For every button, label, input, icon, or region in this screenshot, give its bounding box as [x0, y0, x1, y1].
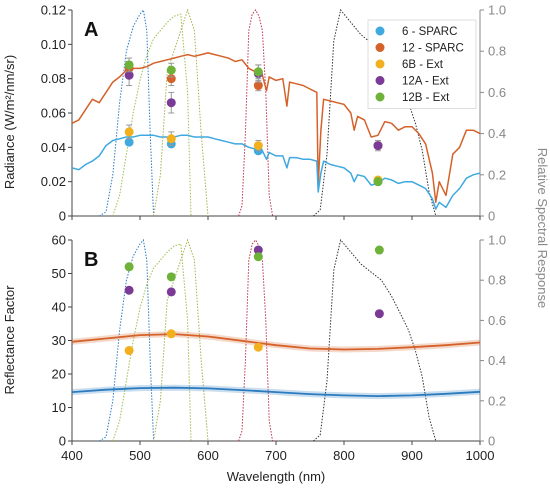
y-tick-label-a: 0.04: [41, 140, 66, 155]
x-tick-label: 400: [61, 448, 83, 463]
y2-tick-label-a: 0.6: [488, 85, 506, 100]
y2-tick-label-a: 0.2: [488, 167, 506, 182]
x-tick-label: 1000: [466, 448, 495, 463]
y-tick-label-b: 0: [59, 434, 66, 449]
legend-marker: [375, 59, 385, 69]
spectral-response-a-1: [112, 13, 192, 217]
x-axis-label: Wavelength (nm): [227, 469, 326, 484]
y2-tick-label-b: 0.2: [488, 393, 506, 408]
spectral-response-b-0: [98, 238, 155, 442]
legend-label: 6B - Ext: [402, 59, 444, 71]
spectral-response-b-2: [153, 238, 209, 442]
panel-a-y-axis-label: Radiance (W/m²/nm/sr): [2, 55, 17, 189]
y-tick-label-b: 30: [52, 333, 66, 348]
legend-label: 12 - SPARC: [402, 43, 464, 55]
data-point: [124, 60, 134, 70]
data-point: [166, 134, 176, 144]
series-line-b-0: [71, 333, 481, 351]
panel-a: A 0 0.02 0.04 0.06 0.08 0.10 0.12 0 0.2 0.4 0.6 0.8 1…: [41, 3, 506, 224]
y-tick-label-a: 0.06: [41, 106, 66, 121]
y-tick-label-b: 10: [52, 400, 66, 415]
data-point: [124, 70, 134, 80]
data-point: [253, 81, 263, 91]
legend-label: 6 - SPARC: [402, 26, 457, 38]
spectral-response-b-4: [313, 238, 437, 442]
y-tick-label-a: 0.08: [41, 71, 66, 86]
y-tick-label-a: 0.12: [41, 3, 66, 18]
legend-label: 12B - Ext: [402, 92, 450, 104]
data-point: [166, 272, 176, 282]
data-point: [166, 74, 176, 84]
data-point: [124, 346, 134, 356]
panel-letter-b: B: [84, 249, 98, 271]
data-point: [124, 137, 134, 147]
x-tick-label: 700: [265, 448, 287, 463]
y2-tick-label-b: 0.6: [488, 313, 506, 328]
legend-marker: [375, 43, 385, 52]
y2-tick-label-b: 0.4: [488, 353, 506, 368]
spectral-response-b-3: [238, 239, 274, 442]
data-point: [253, 67, 263, 77]
series-line-a-1: [71, 134, 481, 210]
legend-marker: [375, 26, 385, 36]
x-tick-label: 500: [129, 448, 151, 463]
data-point: [374, 309, 384, 319]
y-tick-label-b: 20: [52, 367, 66, 382]
spectral-response-a-3: [238, 9, 274, 217]
data-point: [124, 127, 134, 137]
y2-tick-label-a: 0.8: [488, 44, 506, 59]
data-point: [253, 141, 263, 151]
panel-letter-a: A: [84, 19, 98, 41]
data-point: [253, 342, 263, 352]
y2-tick-label-b: 1.0: [488, 233, 506, 248]
legend-label: 12A - Ext: [402, 76, 449, 88]
x-tick-label: 600: [197, 448, 219, 463]
spectral-response-a-0: [98, 8, 155, 217]
legend-marker: [375, 92, 385, 102]
data-point: [166, 65, 176, 75]
data-point: [124, 262, 134, 272]
panel-b-y-axis-label: Reflectance Factor: [2, 285, 17, 395]
legend-marker: [375, 76, 385, 85]
data-point: [124, 285, 134, 295]
y-tick-label-b: 60: [52, 233, 66, 248]
data-point: [373, 141, 383, 151]
legend-box: [367, 19, 477, 109]
data-point: [166, 287, 176, 297]
x-tick-label: 900: [401, 448, 423, 463]
y2-tick-label-a: 1.0: [488, 3, 506, 18]
data-point: [253, 252, 263, 262]
series-line-b-1: [71, 386, 481, 398]
y2-tick-label-a: 0: [488, 209, 495, 224]
spectral-response-a-2: [153, 8, 209, 217]
series-line-a-0: [71, 52, 481, 204]
data-point: [373, 177, 383, 187]
y-tick-label-a: 0: [59, 209, 66, 224]
spectral-response-b-1: [112, 243, 192, 442]
y-tick-label-b: 40: [52, 300, 66, 315]
y2-tick-label-b: 0: [488, 434, 495, 449]
y-tick-label-a: 0.10: [41, 37, 66, 52]
data-point: [374, 245, 384, 255]
data-point: [253, 245, 263, 255]
y-tick-label-a: 0.02: [41, 174, 66, 189]
y2-tick-label-a: 0.4: [488, 126, 506, 141]
legend: 6 - SPARC 12 - SPARC 6B - Ext 12A - Ext 12B …: [367, 19, 477, 109]
data-point: [166, 98, 176, 108]
right-axis-label: Relative Spectral Response: [535, 148, 550, 308]
x-tick-label: 800: [333, 448, 355, 463]
y-tick-label-b: 50: [52, 266, 66, 281]
data-point: [166, 329, 176, 339]
y2-tick-label-b: 0.8: [488, 273, 506, 288]
